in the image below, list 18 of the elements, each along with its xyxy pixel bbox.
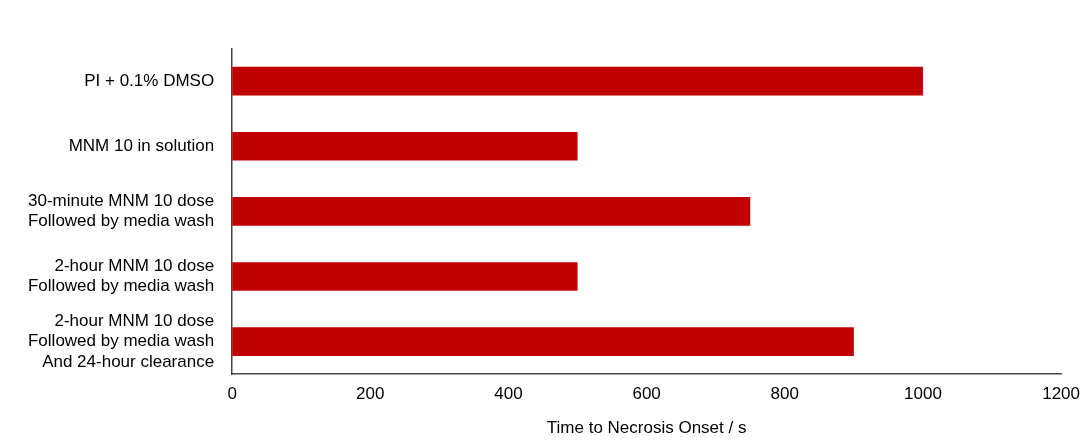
y-tick-label: 30-minute MNM 10 dose Followed by media wash (27, 190, 215, 231)
x-tick-label: 200 (356, 384, 385, 404)
y-tick-label: PI + 0.1% DMSO (84, 70, 215, 90)
y-tick-label: 2-hour MNM 10 dose Followed by media wash And 24-hour clearance (27, 310, 215, 371)
bar (232, 262, 578, 291)
x-axis-title: Time to Necrosis Onset / s (546, 418, 747, 438)
x-tick-label: 1200 (1042, 384, 1080, 404)
x-tick-label: 0 (227, 384, 237, 404)
x-tick-label: 1000 (904, 384, 942, 404)
bar (232, 327, 854, 356)
x-tick-label: 400 (494, 384, 523, 404)
x-tick-label: 600 (632, 384, 661, 404)
bar (232, 197, 751, 226)
bar (232, 131, 578, 161)
bar (232, 66, 923, 96)
y-tick-label: MNM 10 in solution (68, 135, 215, 155)
x-tick-label: 800 (770, 384, 799, 404)
y-tick-label: 2-hour MNM 10 dose Followed by media wash (27, 256, 215, 296)
